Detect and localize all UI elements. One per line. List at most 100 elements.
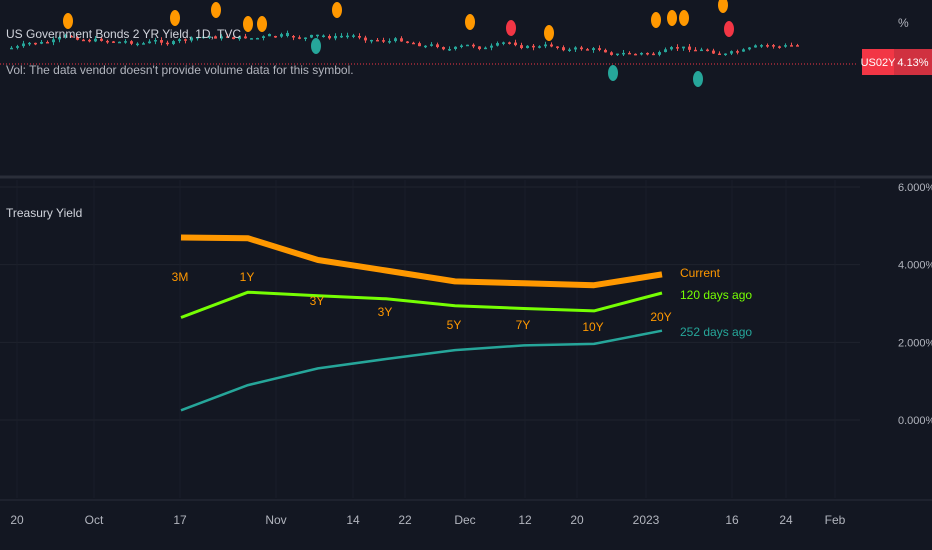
series-end-label: Current — [680, 266, 721, 280]
x-tick-label: Dec — [454, 513, 475, 527]
x-tick-label: Nov — [265, 513, 286, 527]
candle-body — [274, 36, 277, 38]
event-dot — [544, 25, 554, 41]
price-badge-value: 4.13% — [897, 57, 928, 69]
candle-body — [400, 38, 403, 42]
maturity-label: 7Y — [516, 318, 531, 332]
maturity-label: 3Y — [378, 305, 393, 319]
candle-body — [634, 53, 637, 56]
candle-body — [688, 46, 691, 50]
candle-body — [526, 45, 529, 49]
candle-body — [70, 36, 73, 38]
candle-body — [538, 46, 541, 48]
candle-body — [268, 33, 271, 37]
series-end-labels: Current 120 days ago 252 days ago — [680, 266, 752, 339]
event-dot — [332, 2, 342, 18]
candle-body — [142, 43, 145, 45]
event-dot — [506, 20, 516, 36]
candle-body — [556, 46, 559, 48]
candle-body — [550, 44, 553, 47]
candle-body — [406, 41, 409, 43]
candle-body — [694, 49, 697, 52]
symbol-legend-title[interactable]: US Government Bonds 2 YR Yield, 1D, TVC — [6, 27, 242, 41]
candle-body — [46, 41, 49, 44]
candle-body — [730, 51, 733, 54]
candle-body — [322, 35, 325, 38]
candle-body — [520, 45, 523, 49]
candle-body — [742, 49, 745, 52]
candle-body — [514, 42, 517, 46]
event-markers[interactable] — [63, 0, 734, 87]
candle-body — [196, 37, 199, 39]
event-dot — [211, 2, 221, 18]
event-dot — [667, 10, 677, 26]
price-badge-symbol-bg — [862, 49, 894, 75]
candle-body — [712, 50, 715, 54]
candle-body — [244, 36, 247, 39]
candle-body — [700, 49, 703, 52]
candle-body — [184, 39, 187, 41]
series-line-3 — [180, 329, 663, 412]
candle-body — [466, 44, 469, 47]
indicator-title[interactable]: Treasury Yield — [6, 206, 83, 220]
maturity-label: 1Y — [240, 270, 255, 284]
price-badge-value-bg — [894, 49, 932, 75]
candle-body — [448, 49, 451, 51]
candle-body — [376, 39, 379, 42]
candle-body — [652, 53, 655, 56]
candle-body — [190, 37, 193, 41]
candle-body — [352, 35, 355, 37]
candle-body — [238, 36, 241, 40]
candle-body — [286, 32, 289, 36]
candle-body — [112, 41, 115, 43]
candle-body — [760, 45, 763, 47]
x-axis[interactable]: 20 Oct 17 Nov 14 22 Dec 12 20 2023 16 24 Feb — [10, 513, 845, 527]
price-candles — [10, 30, 799, 57]
candle-body — [778, 46, 781, 48]
series-end-label: 252 days ago — [680, 325, 752, 339]
maturity-label: 3Y — [310, 294, 325, 308]
candle-body — [442, 47, 445, 50]
candle-body — [508, 42, 511, 44]
y-tick-label: 4.000% — [898, 260, 932, 272]
candle-body — [40, 41, 43, 44]
candle-body — [436, 44, 439, 48]
maturity-label: 3M — [172, 270, 189, 284]
candle-body — [502, 42, 505, 44]
candle-body — [166, 42, 169, 45]
candle-body — [382, 40, 385, 42]
candle-body — [88, 39, 91, 42]
candle-body — [262, 36, 265, 38]
y-tick-label: 0.000% — [898, 415, 932, 427]
x-tick-label: 24 — [779, 513, 793, 527]
candle-body — [346, 35, 349, 38]
x-tick-label: 16 — [725, 513, 739, 527]
candle-body — [328, 36, 331, 39]
candle-body — [412, 42, 415, 45]
percent-unit-label: % — [898, 16, 909, 30]
candle-body — [580, 47, 583, 50]
event-dot — [311, 38, 321, 54]
candle-body — [724, 53, 727, 56]
event-dot — [257, 16, 267, 32]
candle-body — [154, 40, 157, 42]
candle-body — [250, 38, 253, 40]
candle-body — [280, 34, 283, 37]
x-tick-label: Oct — [85, 513, 104, 527]
event-dot — [718, 0, 728, 13]
candle-body — [118, 41, 121, 44]
event-dot — [465, 14, 475, 30]
candle-body — [544, 44, 547, 47]
y-axis[interactable]: 6.000% 4.000% 2.000% 0.000% — [898, 182, 932, 427]
candle-body — [736, 51, 739, 53]
candle-body — [592, 48, 595, 51]
price-badge: US02Y 4.13% — [861, 49, 932, 75]
candle-body — [310, 34, 313, 38]
candle-body — [160, 40, 163, 43]
candle-body — [10, 47, 13, 50]
candle-body — [676, 47, 679, 49]
candle-body — [124, 41, 127, 43]
candle-body — [76, 36, 79, 40]
series-line-2 — [180, 290, 663, 319]
